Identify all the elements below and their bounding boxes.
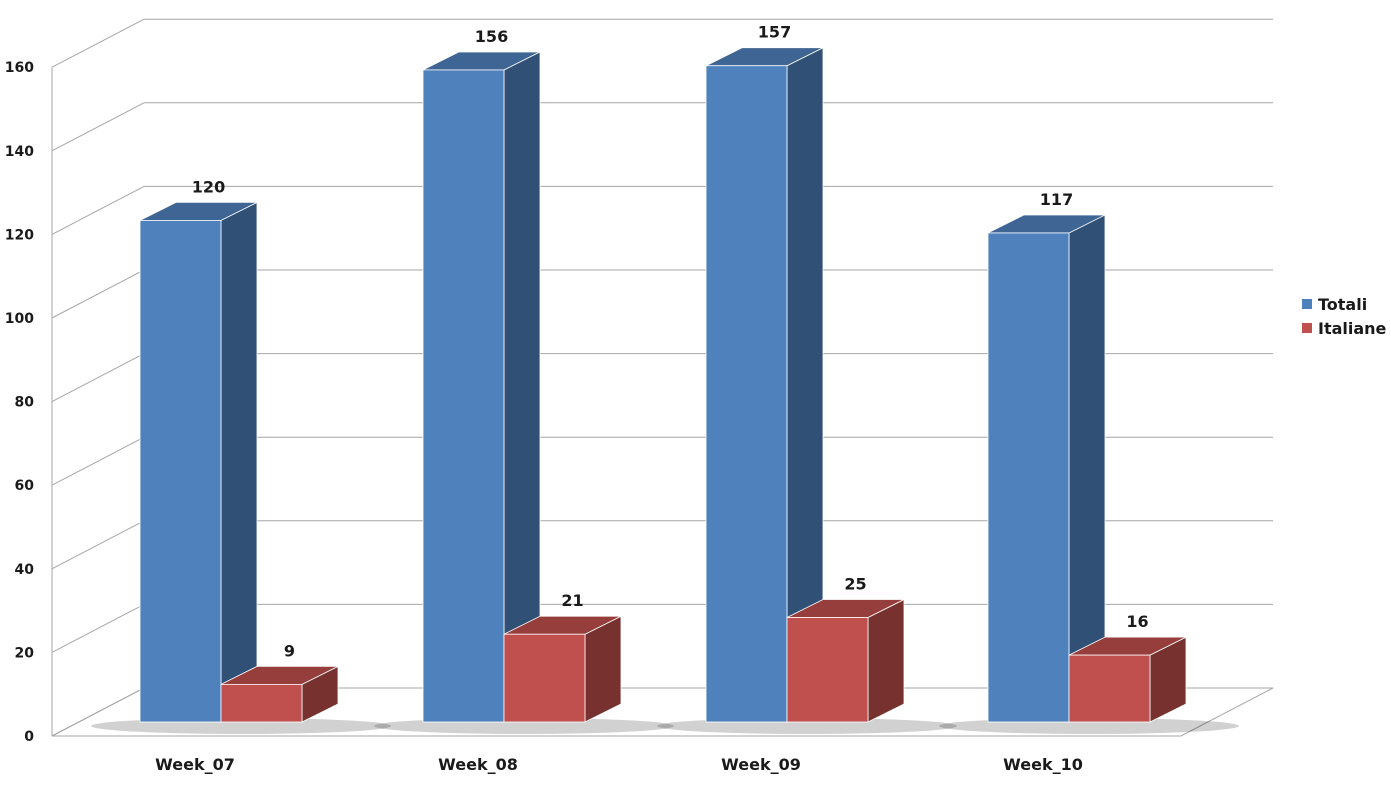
x-tick-label: Week_08: [438, 755, 518, 774]
gridline-side: [51, 520, 145, 570]
y-tick-label: 60: [15, 478, 35, 494]
gridline-side: [51, 269, 145, 319]
y-tick-label: 0: [24, 729, 34, 745]
x-tick-label: Week_09: [721, 755, 801, 774]
legend: Totali Italiane: [1302, 292, 1390, 340]
gridline-side: [51, 436, 145, 486]
data-label: 21: [561, 591, 583, 610]
data-label: 117: [1040, 190, 1073, 209]
bar-side: [584, 615, 622, 723]
bar-layer: [91, 47, 1239, 734]
x-tick-label: Week_07: [155, 755, 235, 774]
label-layer: 120 9 156 21 157 25 117 16: [192, 23, 1149, 661]
y-tick-label: 140: [5, 144, 34, 160]
gridline-side: [51, 185, 145, 235]
data-label: 16: [1126, 612, 1148, 631]
legend-item-totali: Totali: [1302, 292, 1390, 316]
bar-side: [220, 201, 258, 723]
gridline-side: [51, 102, 145, 152]
bar: [1068, 654, 1151, 723]
bar: [220, 683, 303, 723]
bar: [786, 617, 869, 723]
bar: [987, 232, 1070, 723]
gridline-side: [51, 603, 145, 653]
floor: [51, 687, 1274, 737]
y-tick-label: 100: [5, 311, 34, 327]
legend-swatch-totali: [1302, 299, 1312, 309]
y-tick-label: 20: [15, 645, 35, 661]
data-label: 9: [284, 641, 295, 660]
data-label: 120: [192, 177, 225, 196]
bar: [705, 65, 788, 723]
x-tick-label: Week_10: [1003, 755, 1083, 774]
bar: [139, 219, 222, 723]
gridline-side: [51, 18, 145, 68]
gridline-side: [51, 353, 145, 403]
legend-swatch-italiane: [1302, 323, 1312, 333]
y-tick-label: 40: [15, 562, 35, 578]
data-label: 156: [475, 27, 508, 46]
legend-item-italiane: Italiane: [1302, 316, 1390, 340]
bar-side: [867, 598, 905, 723]
legend-label-italiane: Italiane: [1318, 318, 1387, 338]
bar: [503, 633, 586, 723]
bar: [422, 69, 505, 723]
y-tick-label: 80: [15, 395, 35, 411]
y-tick-label: 160: [5, 60, 34, 76]
axis-layer: 0 20 40 60 80 100 120 140 160 Week_07 Week_08 Week_…: [5, 60, 1083, 774]
y-tick-label: 120: [5, 227, 34, 243]
data-label: 157: [758, 23, 791, 42]
legend-label-totali: Totali: [1318, 294, 1368, 314]
data-label: 25: [844, 575, 866, 594]
